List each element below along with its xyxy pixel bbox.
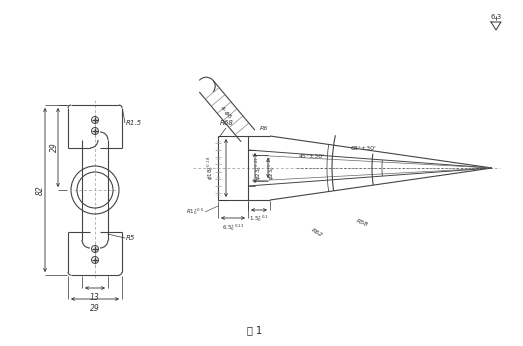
Text: R62: R62 bbox=[310, 228, 324, 238]
Text: 4-$\phi$8: 4-$\phi$8 bbox=[217, 103, 234, 121]
Text: $\phi$18$^{+0.18}_{0}$: $\phi$18$^{+0.18}_{0}$ bbox=[205, 156, 216, 180]
Text: $\phi$23$^{+0.21}_{0}$: $\phi$23$^{+0.21}_{0}$ bbox=[253, 156, 264, 180]
Text: 45°±30': 45°±30' bbox=[299, 154, 325, 158]
Text: 29: 29 bbox=[50, 143, 59, 152]
Text: R68: R68 bbox=[220, 120, 234, 126]
Text: R5: R5 bbox=[126, 235, 135, 241]
Text: 68°±30': 68°±30' bbox=[351, 146, 377, 151]
Text: $1.5^{+0.1}_{0}$: $1.5^{+0.1}_{0}$ bbox=[249, 213, 269, 224]
Text: 13: 13 bbox=[90, 293, 100, 302]
Text: $6.5^{+0.12}_{0}$: $6.5^{+0.12}_{0}$ bbox=[222, 222, 244, 233]
Text: 图 1: 图 1 bbox=[247, 325, 263, 335]
Text: R6: R6 bbox=[260, 126, 268, 131]
Text: 6.3: 6.3 bbox=[491, 14, 502, 20]
Text: R1.5: R1.5 bbox=[126, 120, 142, 126]
Text: 82: 82 bbox=[36, 185, 44, 195]
Text: R58: R58 bbox=[355, 218, 369, 228]
Text: $\phi$25$^{+0.13}_{0}$: $\phi$25$^{+0.13}_{0}$ bbox=[266, 156, 277, 180]
Text: 29: 29 bbox=[90, 304, 100, 313]
Text: $R1^{+0.5}_{0}$: $R1^{+0.5}_{0}$ bbox=[186, 207, 204, 217]
